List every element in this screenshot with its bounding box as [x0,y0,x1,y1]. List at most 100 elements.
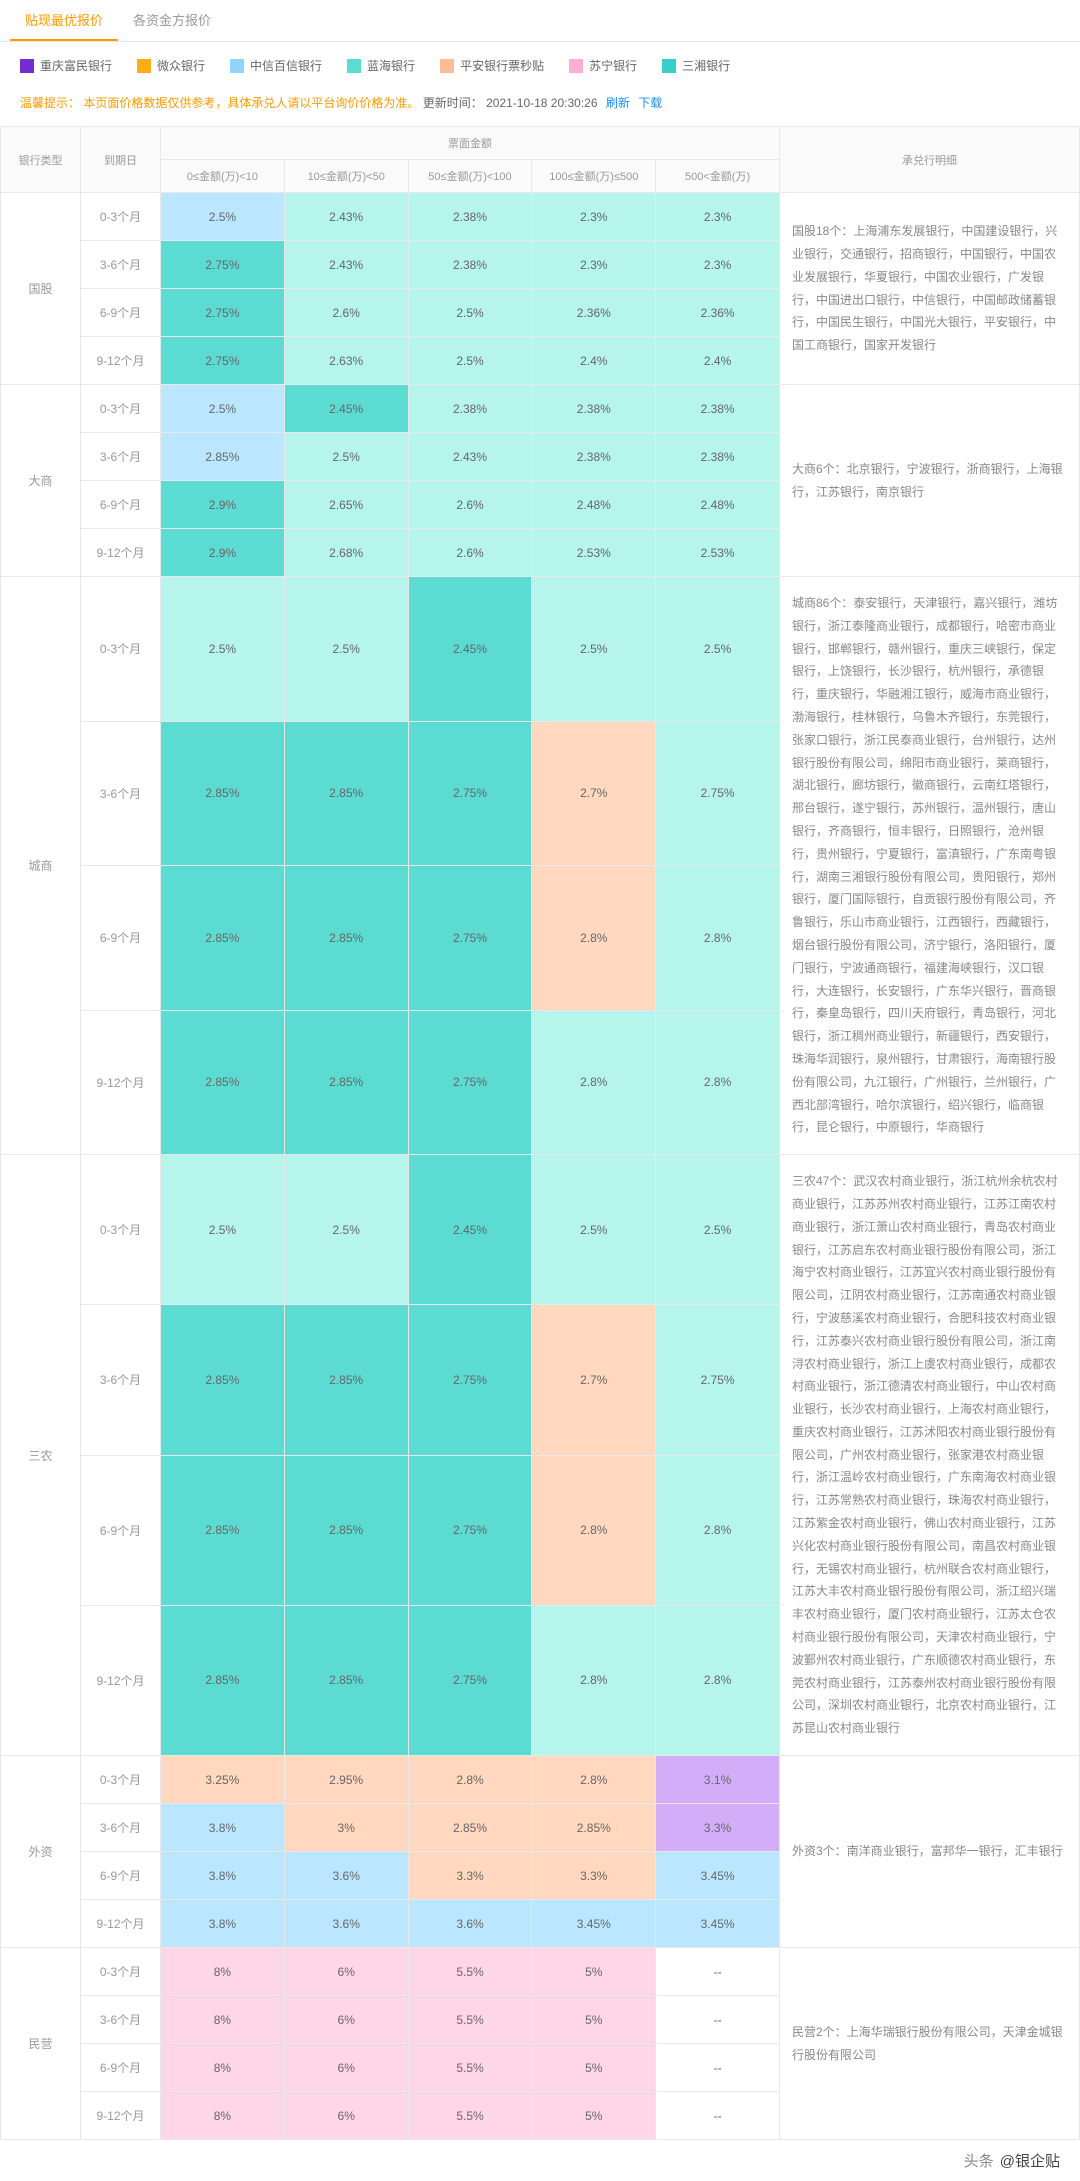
cell-rate: -- [656,2044,780,2092]
tab[interactable]: 各资金方报价 [118,0,226,41]
cell-period: 6-9个月 [81,1852,161,1900]
cell-rate: 3.25% [161,1756,285,1804]
cell-rate: 2.5% [284,1155,408,1305]
cell-bank-detail: 民营2个：上海华瑞银行股份有限公司，天津金城银行股份有限公司 [780,1948,1080,2140]
cell-rate: 2.75% [408,721,532,866]
cell-rate: 2.85% [161,1010,285,1155]
cell-rate: 2.85% [284,1455,408,1605]
cell-period: 9-12个月 [81,1010,161,1155]
cell-rate: 3.45% [656,1900,780,1948]
cell-period: 9-12个月 [81,2092,161,2140]
cell-rate: -- [656,1948,780,1996]
cell-rate: 2.75% [656,1305,780,1455]
cell-rate: 2.45% [284,385,408,433]
legend-swatch [20,59,34,73]
download-link[interactable]: 下载 [638,96,662,110]
cell-rate: 2.85% [161,433,285,481]
th-amount: 10≤金额(万)<50 [284,160,408,193]
legend-swatch [347,59,361,73]
cell-period: 0-3个月 [81,1756,161,1804]
cell-rate: 2.3% [532,193,656,241]
cell-rate: 2.5% [656,577,780,722]
cell-bank-type: 大商 [1,385,81,577]
cell-rate: 2.5% [284,433,408,481]
cell-period: 3-6个月 [81,241,161,289]
cell-rate: 2.8% [532,1605,656,1755]
cell-rate: -- [656,2092,780,2140]
hint-prefix: 温馨提示： [20,96,80,110]
cell-rate: 5% [532,1948,656,1996]
legend-item: 三湘银行 [662,57,730,74]
cell-rate: 2.85% [161,1455,285,1605]
cell-rate: 2.38% [408,385,532,433]
cell-rate: 2.75% [408,1010,532,1155]
cell-rate: 2.95% [284,1756,408,1804]
cell-rate: 2.63% [284,337,408,385]
cell-period: 0-3个月 [81,577,161,722]
cell-rate: 2.75% [408,1305,532,1455]
cell-rate: 2.5% [161,1155,285,1305]
cell-rate: 2.85% [284,1305,408,1455]
legend-item: 中信百信银行 [230,57,322,74]
cell-rate: 2.7% [532,721,656,866]
rate-table: 银行类型 到期日 票面金额 承兑行明细 0≤金额(万)<1010≤金额(万)<5… [0,126,1080,2140]
cell-period: 3-6个月 [81,433,161,481]
cell-period: 6-9个月 [81,1455,161,1605]
legend-swatch [662,59,676,73]
cell-rate: 2.75% [408,866,532,1011]
cell-rate: 3.8% [161,1804,285,1852]
cell-rate: 2.8% [656,1455,780,1605]
cell-rate: 2.43% [284,241,408,289]
cell-rate: 3.3% [656,1804,780,1852]
cell-rate: 2.48% [656,481,780,529]
cell-rate: 2.75% [161,289,285,337]
cell-rate: 2.38% [656,433,780,481]
cell-rate: 2.5% [408,337,532,385]
cell-rate: 2.68% [284,529,408,577]
cell-rate: 2.85% [284,866,408,1011]
cell-rate: 2.8% [656,866,780,1011]
th-period: 到期日 [81,127,161,193]
cell-rate: 2.53% [532,529,656,577]
cell-rate: 2.85% [408,1804,532,1852]
cell-rate: 3.8% [161,1852,285,1900]
cell-rate: 2.3% [656,241,780,289]
cell-period: 6-9个月 [81,289,161,337]
cell-rate: 2.38% [408,241,532,289]
cell-rate: 5% [532,2092,656,2140]
cell-rate: 2.36% [532,289,656,337]
cell-rate: 6% [284,2092,408,2140]
cell-rate: 2.85% [284,1010,408,1155]
cell-period: 9-12个月 [81,1605,161,1755]
legend-label: 中信百信银行 [250,57,322,74]
cell-rate: 8% [161,1996,285,2044]
cell-rate: 2.5% [284,577,408,722]
th-amount: 50≤金额(万)<100 [408,160,532,193]
tab[interactable]: 贴现最优报价 [10,0,118,41]
cell-rate: 2.85% [284,721,408,866]
cell-period: 3-6个月 [81,1996,161,2044]
cell-rate: 2.85% [161,866,285,1011]
refresh-link[interactable]: 刷新 [606,96,630,110]
cell-rate: 2.5% [161,385,285,433]
cell-rate: 3.6% [284,1852,408,1900]
cell-rate: 2.5% [408,289,532,337]
cell-rate: 2.75% [656,721,780,866]
cell-bank-detail: 国股18个：上海浦东发展银行，中国建设银行，兴业银行，交通银行，招商银行，中国银… [780,193,1080,385]
cell-rate: 8% [161,1948,285,1996]
cell-rate: 8% [161,2044,285,2092]
legend-swatch [137,59,151,73]
table-row: 民营0-3个月8%6%5.5%5%--民营2个：上海华瑞银行股份有限公司，天津金… [1,1948,1080,1996]
cell-period: 3-6个月 [81,1305,161,1455]
legend-swatch [569,59,583,73]
tabs-bar: 贴现最优报价各资金方报价 [0,0,1080,42]
th-amount: 100≤金额(万)≤500 [532,160,656,193]
table-row: 城商0-3个月2.5%2.5%2.45%2.5%2.5%城商86个：泰安银行，天… [1,577,1080,722]
cell-period: 9-12个月 [81,529,161,577]
cell-rate: 2.75% [408,1455,532,1605]
cell-bank-type: 外资 [1,1756,81,1948]
cell-rate: 2.5% [532,1155,656,1305]
cell-rate: 2.8% [532,1455,656,1605]
cell-rate: 6% [284,2044,408,2092]
cell-period: 3-6个月 [81,1804,161,1852]
